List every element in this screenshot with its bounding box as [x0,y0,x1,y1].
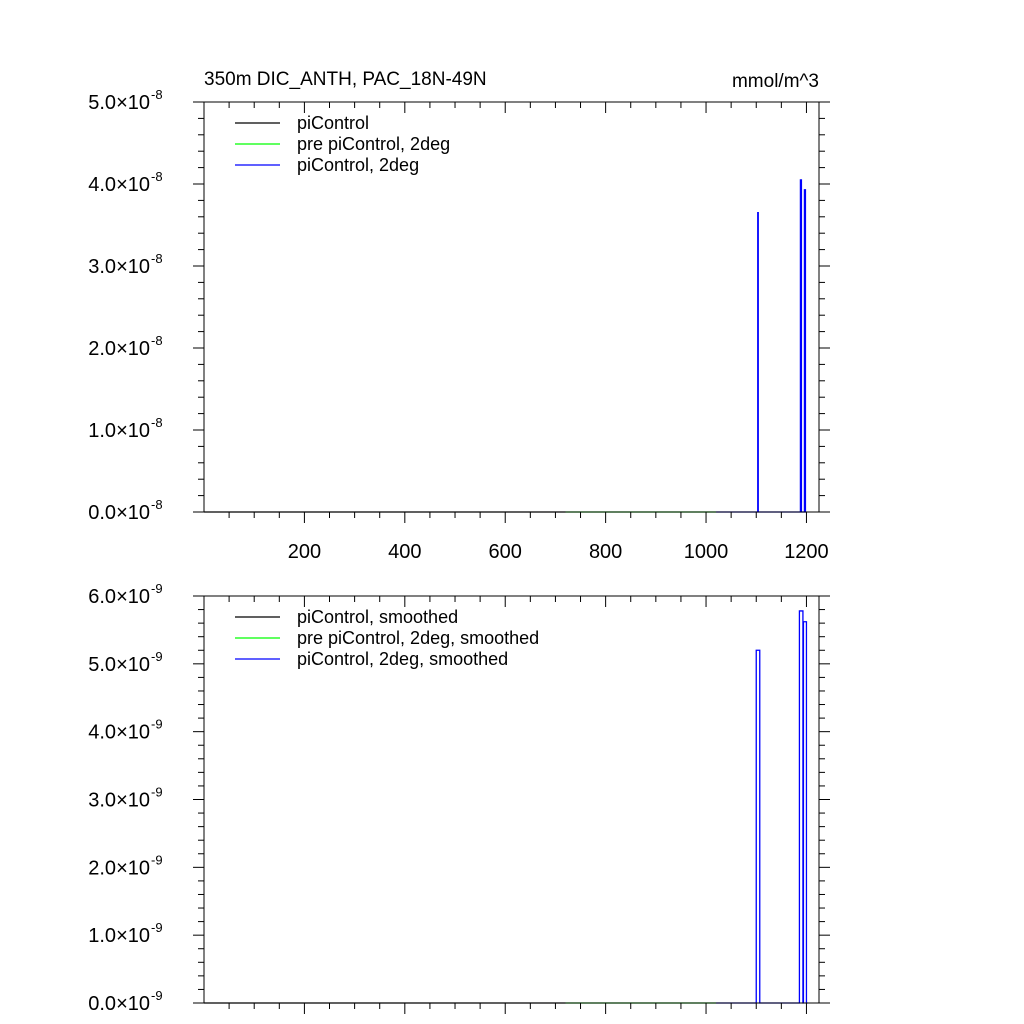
y-tick-label: 4.0×10 [88,174,150,196]
y-tick-label: 6.0×10 [88,586,150,608]
y-tick-times: ×10 [116,790,150,812]
y-tick-label: 1.0×10 [88,925,150,947]
y-tick-mantissa: 3.0 [88,790,116,812]
y-tick-label: 0.0×10 [88,502,150,524]
y-tick-exponent: -8 [151,333,163,348]
y-tick-exponent: -9 [151,649,163,664]
y-tick-mantissa: 1.0 [88,420,116,442]
y-tick-times: ×10 [116,256,150,278]
y-tick-label: 1.0×10 [88,420,150,442]
legend-label: piControl, 2deg, smoothed [297,649,508,669]
legend-label: piControl, 2deg [297,155,419,175]
y-tick-mantissa: 1.0 [88,925,116,947]
y-tick-times: ×10 [116,925,150,947]
y-tick-label: 4.0×10 [88,722,150,744]
y-tick-times: ×10 [116,857,150,879]
y-tick-label: 2.0×10 [88,857,150,879]
y-tick-mantissa: 4.0 [88,174,116,196]
y-tick-mantissa: 0.0 [88,993,116,1015]
y-tick-mantissa: 3.0 [88,256,116,278]
y-tick-times: ×10 [116,722,150,744]
units-label: mmol/m^3 [732,71,819,92]
legend-label: pre piControl, 2deg [297,134,450,154]
y-tick-label: 0.0×10 [88,993,150,1015]
y-tick-times: ×10 [116,502,150,524]
chart-panel-2: 0.0×10 -91.0×10 -92.0×10 -93.0×10 -94.0×10 -9… [88,581,830,1015]
x-tick-label: 1000 [684,541,729,563]
y-tick-exponent: -9 [151,988,163,1003]
chart-panel-1: 350m DIC_ANTH, PAC_18N-49N mmol/m^3 200 400… [88,69,830,563]
chart-title: 350m DIC_ANTH, PAC_18N-49N [204,69,487,90]
y-tick-label: 5.0×10 [88,92,150,114]
y-tick-exponent: -8 [151,497,163,512]
x-tick-label: 800 [589,541,622,563]
y-tick-label: 3.0×10 [88,790,150,812]
y-tick-label: 5.0×10 [88,654,150,676]
y-tick-exponent: -9 [151,785,163,800]
x-tick-label: 600 [489,541,522,563]
x-tick-label: 400 [388,541,421,563]
y-tick-mantissa: 5.0 [88,654,116,676]
y-tick-mantissa: 4.0 [88,722,116,744]
legend-label: piControl [297,113,369,133]
plot-frame [203,101,820,513]
y-tick-exponent: -9 [151,920,163,935]
y-tick-exponent: -8 [151,415,163,430]
y-tick-times: ×10 [116,420,150,442]
y-tick-exponent: -9 [151,581,163,596]
y-tick-exponent: -9 [151,717,163,732]
legend-label: pre piControl, 2deg, smoothed [297,628,539,648]
y-tick-exponent: -8 [151,87,163,102]
y-tick-mantissa: 6.0 [88,586,116,608]
y-tick-mantissa: 2.0 [88,857,116,879]
series-line-3 [716,610,808,1004]
y-tick-times: ×10 [116,174,150,196]
y-tick-mantissa: 2.0 [88,338,116,360]
y-tick-mantissa: 0.0 [88,502,116,524]
y-tick-times: ×10 [116,993,150,1015]
y-tick-times: ×10 [116,654,150,676]
y-tick-times: ×10 [116,586,150,608]
x-tick-label: 1200 [784,541,829,563]
y-tick-mantissa: 5.0 [88,92,116,114]
y-tick-exponent: -9 [151,852,163,867]
y-tick-exponent: -8 [151,169,163,184]
legend-label: piControl, smoothed [297,607,458,627]
y-tick-times: ×10 [116,338,150,360]
x-tick-label: 200 [288,541,321,563]
y-tick-label: 2.0×10 [88,338,150,360]
series-line-3 [716,179,807,513]
y-tick-times: ×10 [116,92,150,114]
y-tick-label: 3.0×10 [88,256,150,278]
y-tick-exponent: -8 [151,251,163,266]
